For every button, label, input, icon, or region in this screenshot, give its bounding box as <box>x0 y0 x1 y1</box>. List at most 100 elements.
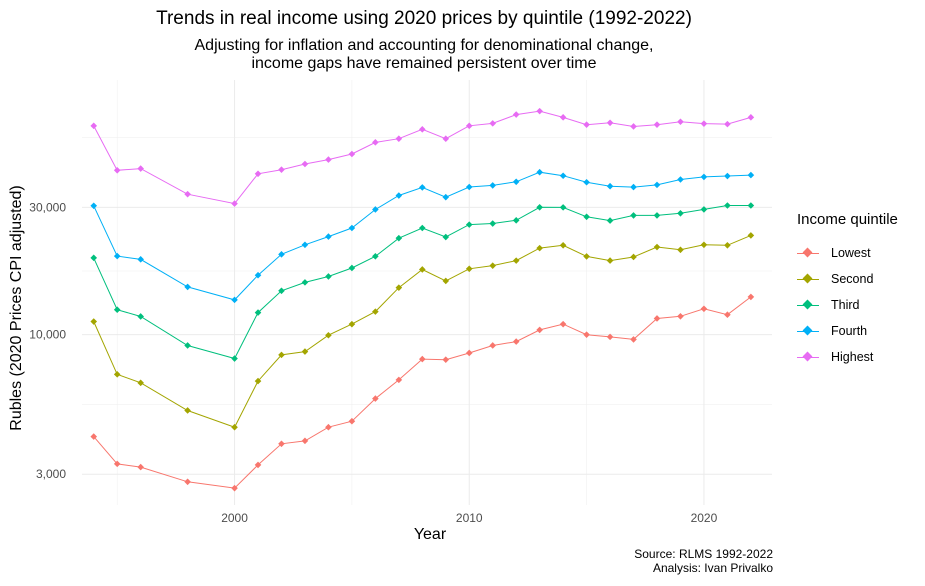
data-point-third <box>231 355 238 362</box>
data-point-third <box>419 224 426 232</box>
x-tick-label: 2000 <box>221 511 248 525</box>
data-point-third <box>653 212 661 219</box>
data-point-lowest <box>301 437 309 445</box>
data-point-second <box>90 318 98 325</box>
y-tick-label: 3,000 <box>36 467 66 481</box>
legend-key-fourth <box>797 325 819 337</box>
data-point-fourth <box>278 251 285 258</box>
data-point-second <box>653 243 661 251</box>
data-point-highest <box>372 139 379 146</box>
data-point-lowest <box>395 376 403 384</box>
data-point-fourth <box>395 192 403 199</box>
data-point-lowest <box>113 460 121 468</box>
data-point-third <box>559 204 567 211</box>
series-second <box>90 232 755 431</box>
data-point-third <box>348 264 356 272</box>
data-point-fourth <box>372 206 379 213</box>
data-point-highest <box>606 119 614 127</box>
data-point-second <box>512 257 520 264</box>
data-point-highest <box>395 135 403 143</box>
data-point-highest <box>583 121 590 128</box>
data-point-fourth <box>747 171 755 179</box>
data-point-second <box>442 277 450 285</box>
legend: Income quintile Lowest Second Third Four… <box>797 211 898 370</box>
data-point-lowest <box>559 320 567 328</box>
data-point-lowest <box>419 355 426 363</box>
legend-label-second: Second <box>831 272 874 286</box>
data-point-third <box>113 306 121 314</box>
data-point-third <box>677 209 684 217</box>
data-point-third <box>606 217 614 224</box>
data-point-lowest <box>724 311 731 318</box>
data-point-lowest <box>231 484 238 492</box>
data-point-lowest <box>278 440 285 448</box>
data-point-lowest <box>348 417 356 425</box>
data-point-fourth <box>653 181 661 189</box>
data-point-lowest <box>747 293 755 301</box>
data-point-second <box>677 246 684 254</box>
data-point-second <box>231 423 238 431</box>
data-point-fourth <box>231 296 238 304</box>
data-point-second <box>419 266 426 273</box>
data-point-lowest <box>700 305 708 313</box>
data-point-third <box>442 233 450 241</box>
data-point-highest <box>677 118 684 126</box>
data-point-fourth <box>348 224 356 232</box>
y-tick-label: 30,000 <box>29 200 66 214</box>
data-point-third <box>184 342 191 349</box>
data-point-lowest <box>325 423 332 431</box>
legend-item-third: Third <box>797 292 898 318</box>
series-line-lowest <box>93 296 752 489</box>
data-point-highest <box>254 170 262 178</box>
legend-key-third <box>797 299 819 311</box>
data-point-second <box>348 320 356 328</box>
axis-tick-labels: 2000 2010 2020 3,000 10,000 30,000 <box>29 200 717 525</box>
data-point-third <box>700 206 708 213</box>
data-point-fourth <box>442 193 450 201</box>
data-point-fourth <box>700 173 708 181</box>
legend-item-second: Second <box>797 266 898 292</box>
data-point-highest <box>90 122 98 130</box>
data-point-highest <box>278 166 285 173</box>
data-point-highest <box>465 122 473 130</box>
data-point-highest <box>419 126 426 133</box>
data-point-third <box>395 234 403 242</box>
data-point-highest <box>137 165 144 172</box>
data-point-lowest <box>489 342 497 349</box>
data-point-third <box>583 213 590 221</box>
data-point-highest <box>489 120 497 127</box>
data-point-third <box>630 212 637 219</box>
data-point-third <box>254 309 262 316</box>
data-point-third <box>90 254 98 262</box>
subtitle-line-1: Adjusting for inflation and accounting f… <box>194 37 654 54</box>
data-point-fourth <box>90 202 98 210</box>
data-point-fourth <box>677 176 684 183</box>
series-line-fourth <box>93 171 751 301</box>
data-point-fourth <box>630 183 637 191</box>
x-tick-label: 2020 <box>691 511 718 525</box>
data-point-lowest <box>442 356 450 363</box>
data-point-fourth <box>465 183 473 191</box>
data-point-second <box>137 379 144 387</box>
data-point-fourth <box>512 178 520 186</box>
data-point-lowest <box>90 433 98 440</box>
data-point-second <box>325 331 332 339</box>
data-point-third <box>137 313 144 320</box>
data-point-second <box>489 262 497 269</box>
y-tick-label: 10,000 <box>29 328 66 342</box>
data-point-fourth <box>583 178 590 186</box>
x-tick-label: 2010 <box>456 511 483 525</box>
chart-subtitle: Adjusting for inflation and accounting f… <box>0 37 848 73</box>
data-point-second <box>372 308 379 315</box>
legend-label-highest: Highest <box>831 350 874 364</box>
data-point-fourth <box>184 283 191 291</box>
data-point-second <box>606 257 614 264</box>
legend-item-highest: Highest <box>797 344 898 370</box>
legend-item-fourth: Fourth <box>797 318 898 344</box>
data-point-second <box>113 371 121 378</box>
data-point-third <box>724 202 731 209</box>
data-point-highest <box>630 123 637 130</box>
data-point-highest <box>301 160 309 168</box>
subtitle-line-2: income gaps have remained persistent ove… <box>251 55 597 72</box>
